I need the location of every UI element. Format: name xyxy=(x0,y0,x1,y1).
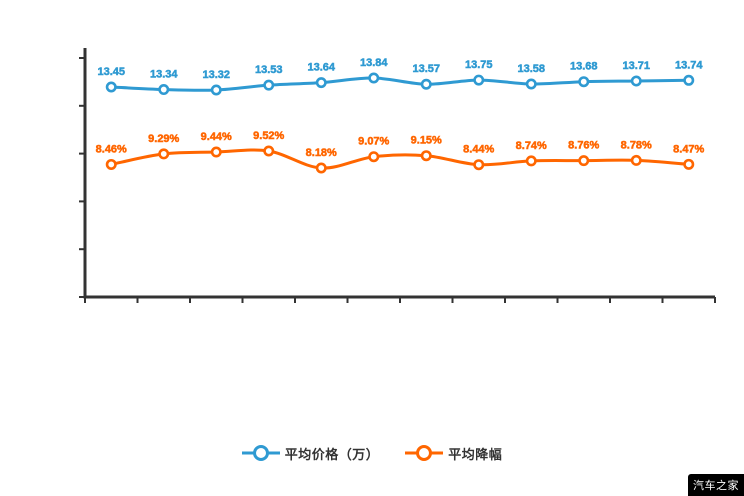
legend-item-average-discount[interactable]: 平均降幅 xyxy=(405,444,502,463)
autohome-watermark: 汽车之家 xyxy=(688,474,744,496)
data-point-marker xyxy=(315,77,327,89)
data-point-marker xyxy=(263,145,275,157)
orange-line-marker-icon xyxy=(405,445,444,461)
data-point-label: 9.07% xyxy=(358,136,389,148)
data-point-marker xyxy=(578,155,590,167)
data-point-label: 13.45 xyxy=(97,66,125,78)
data-point-marker xyxy=(630,75,642,87)
data-point-marker xyxy=(420,150,432,162)
data-point-label: 13.34 xyxy=(150,69,178,81)
data-point-marker xyxy=(525,155,537,167)
series-line-0 xyxy=(109,76,691,92)
legend-label-average-discount: 平均降幅 xyxy=(448,446,503,462)
data-point-label: 13.64 xyxy=(307,62,335,74)
chart-legend: 平均价格（万） 平均降幅 xyxy=(0,441,744,465)
data-point-marker xyxy=(578,76,590,88)
data-point-marker xyxy=(473,159,485,171)
data-point-label: 8.44% xyxy=(463,144,494,156)
data-point-marker xyxy=(683,74,695,86)
data-point-label: 13.84 xyxy=(360,57,388,69)
legend-item-average-price[interactable]: 平均价格（万） xyxy=(241,444,380,463)
data-point-marker xyxy=(263,79,275,91)
blue-line-marker-icon xyxy=(241,445,280,461)
data-point-label: 13.53 xyxy=(255,64,283,76)
data-point-label: 13.71 xyxy=(622,60,650,72)
data-point-label: 13.74 xyxy=(675,59,703,71)
data-point-marker xyxy=(105,81,117,93)
data-point-marker xyxy=(368,151,380,163)
data-point-marker xyxy=(683,158,695,170)
data-point-marker xyxy=(630,154,642,166)
data-point-marker xyxy=(105,158,117,170)
data-point-marker xyxy=(210,146,222,158)
data-point-marker xyxy=(158,84,170,96)
data-point-label: 9.52% xyxy=(253,130,284,142)
data-point-label: 8.78% xyxy=(621,139,652,151)
data-point-label: 13.68 xyxy=(570,61,598,73)
data-point-label: 13.75 xyxy=(465,59,493,71)
data-point-marker xyxy=(420,78,432,90)
data-point-marker xyxy=(525,78,537,90)
data-point-label: 9.29% xyxy=(148,133,179,145)
data-point-label: 8.74% xyxy=(516,140,547,152)
data-point-marker xyxy=(315,162,327,174)
data-point-label: 13.32 xyxy=(202,69,230,81)
data-point-label: 8.47% xyxy=(673,143,704,155)
data-point-label: 13.57 xyxy=(412,63,440,75)
legend-label-average-price: 平均价格（万） xyxy=(284,446,380,462)
data-point-label: 13.58 xyxy=(517,63,545,75)
data-point-label: 9.44% xyxy=(201,131,232,143)
data-point-marker xyxy=(210,84,222,96)
data-point-label: 8.18% xyxy=(306,147,337,159)
data-point-marker xyxy=(158,148,170,160)
trend-line-chart: 13.45 13.34 13.32 13.53 13.64 13.84 13.57 13.75… xyxy=(79,48,716,303)
data-point-label: 9.15% xyxy=(411,135,442,147)
data-point-marker xyxy=(473,74,485,86)
data-point-marker xyxy=(368,72,380,84)
watermark-text: 汽车之家 xyxy=(693,480,739,492)
data-point-label: 8.46% xyxy=(96,143,127,155)
series-line-1 xyxy=(109,148,691,170)
data-point-label: 8.76% xyxy=(568,140,599,152)
